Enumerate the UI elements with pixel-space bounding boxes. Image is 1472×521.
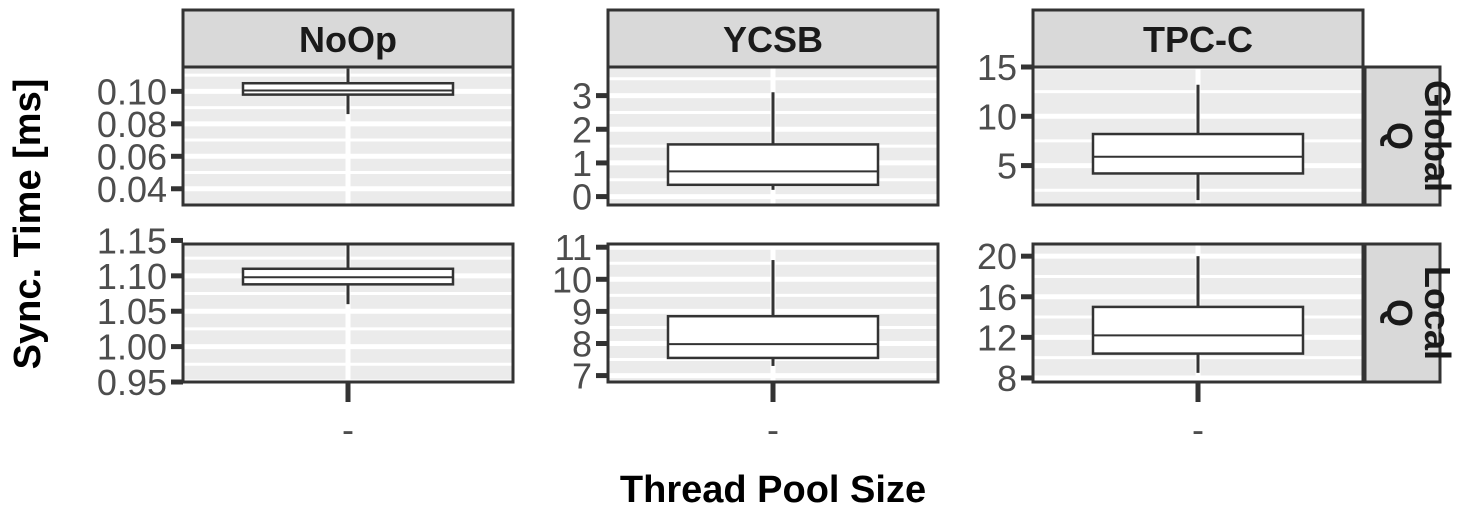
y-tick-label: 16 — [977, 277, 1017, 318]
y-axis-title: Sync. Time [ms] — [7, 79, 49, 370]
y-tick-label: 20 — [977, 236, 1017, 277]
y-tick-label: 3 — [572, 76, 592, 117]
y-tick-label: 8 — [997, 358, 1017, 399]
row-strip-label-line: Q — [1379, 122, 1420, 150]
column-strip-label: YCSB — [723, 19, 823, 60]
y-tick-label: 5 — [997, 146, 1017, 187]
x-tick-label: - — [342, 409, 354, 450]
panel-noop-global-q: 0.040.060.080.10 — [97, 65, 515, 210]
y-tick-label: 11 — [555, 227, 592, 268]
y-tick-label: 9 — [572, 291, 592, 332]
iqr-box — [241, 81, 455, 96]
column-strip-background — [1031, 8, 1365, 69]
iqr-box — [1091, 132, 1305, 175]
column-strip-label: TPC-C — [1143, 19, 1253, 60]
y-tick-label: 1 — [572, 143, 592, 184]
y-tick-label: 0.04 — [97, 169, 167, 210]
boxplot — [241, 68, 455, 115]
boxplot — [241, 244, 455, 305]
row-strip-label-line: Local — [1417, 266, 1458, 360]
y-tick-label: 2 — [572, 109, 592, 150]
y-tick-label: 7 — [572, 356, 592, 397]
row-strip-background — [1363, 65, 1442, 207]
y-tick-label: 0.10 — [97, 71, 167, 112]
boxplot — [666, 260, 880, 366]
x-tick-label: - — [767, 409, 779, 450]
y-tick-label: 8 — [572, 323, 592, 364]
row-strip-label: GlobalQ — [1379, 80, 1458, 192]
y-tick-label: 0.06 — [97, 136, 167, 177]
x-axis-title: Thread Pool Size — [620, 469, 926, 511]
strip-noop: NoOp — [181, 8, 515, 69]
column-strip-background — [606, 8, 940, 69]
iqr-box — [666, 314, 880, 360]
iqr-box — [1091, 305, 1305, 355]
strip-ycsb: YCSB — [606, 8, 940, 69]
y-tick-label: 0.08 — [97, 104, 167, 145]
panel-tpc-c-global-q: 5 10 15 — [977, 47, 1365, 207]
boxplot — [1091, 84, 1305, 201]
row-strip-label-line: Q — [1379, 299, 1420, 327]
strip-global-q: GlobalQ — [1363, 65, 1458, 207]
row-strip-label: LocalQ — [1379, 266, 1458, 360]
column-strip-label: NoOp — [299, 19, 397, 60]
y-tick-label: 0.95 — [97, 362, 167, 403]
panel-noop-local-q: 0.951.001.051.101.15 - — [97, 220, 515, 450]
strip-tpc-c: TPC-C — [1031, 8, 1365, 69]
column-strip-background — [181, 8, 515, 69]
boxplot — [1091, 256, 1305, 373]
y-tick-label: 15 — [977, 47, 1017, 88]
y-tick-label: 1.05 — [97, 291, 167, 332]
boxplot — [666, 92, 880, 190]
iqr-box — [666, 143, 880, 187]
x-tick-label: - — [1192, 409, 1204, 450]
y-tick-label: 10 — [977, 96, 1017, 137]
y-tick-label: 1.15 — [97, 220, 167, 261]
row-strip-background — [1363, 242, 1442, 384]
row-strip-label-line: Global — [1417, 80, 1458, 192]
y-tick-label: 12 — [977, 317, 1017, 358]
strip-local-q: LocalQ — [1363, 242, 1458, 384]
y-tick-label: 0 — [572, 177, 592, 218]
y-tick-label: 1.00 — [97, 327, 167, 368]
y-tick-label: 10 — [552, 259, 592, 300]
y-tick-label: 1.10 — [97, 256, 167, 297]
